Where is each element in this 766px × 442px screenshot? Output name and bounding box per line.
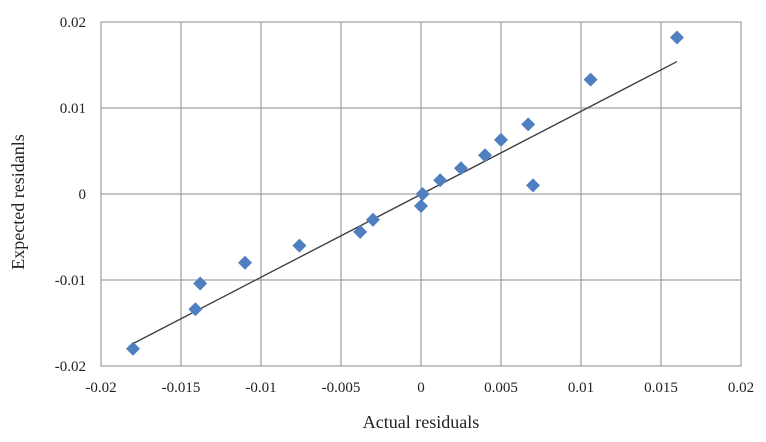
y-axis-title: Expected residanls [8, 134, 28, 269]
x-tick-label: -0.01 [245, 380, 276, 396]
x-tick-label: 0.01 [568, 380, 594, 396]
y-axis-tick-labels: 0.02 0.01 0 -0.01 -0.02 [55, 15, 86, 375]
x-axis-tick-labels: -0.02 -0.015 -0.01 -0.005 0 0.005 0.01 0.015 0.0… [85, 380, 754, 396]
x-tick-label: 0 [417, 380, 425, 396]
x-tick-label: -0.02 [85, 380, 116, 396]
data-point [454, 161, 468, 176]
data-point [188, 302, 203, 317]
data-point [193, 276, 208, 291]
x-tick-label: 0.015 [644, 380, 678, 396]
data-point [670, 30, 684, 45]
y-tick-label: 0.01 [60, 101, 86, 117]
data-point [366, 212, 380, 227]
x-axis-title: Actual residuals [363, 412, 479, 432]
y-tick-label: 0 [79, 187, 87, 203]
data-point [494, 132, 508, 147]
data-point [126, 341, 140, 356]
x-tick-label: 0.005 [484, 380, 518, 396]
y-tick-label: -0.01 [55, 273, 86, 289]
data-points [126, 30, 684, 356]
data-point [478, 148, 492, 163]
y-tick-label: 0.02 [60, 15, 86, 31]
trendline [132, 60, 678, 345]
data-point [583, 72, 598, 87]
data-point [433, 173, 448, 188]
y-tick-label: -0.02 [55, 359, 86, 375]
data-point [521, 117, 536, 132]
trendline-layer [132, 60, 678, 345]
x-tick-label: 0.02 [728, 380, 754, 396]
data-point [526, 178, 540, 193]
x-tick-label: -0.005 [322, 380, 361, 396]
data-point [353, 224, 368, 239]
x-tick-label: -0.015 [162, 380, 201, 396]
data-point [415, 187, 430, 201]
plot-area-border [100, 21, 742, 367]
data-point [238, 255, 252, 270]
data-point [292, 238, 307, 253]
data-point [414, 199, 428, 214]
